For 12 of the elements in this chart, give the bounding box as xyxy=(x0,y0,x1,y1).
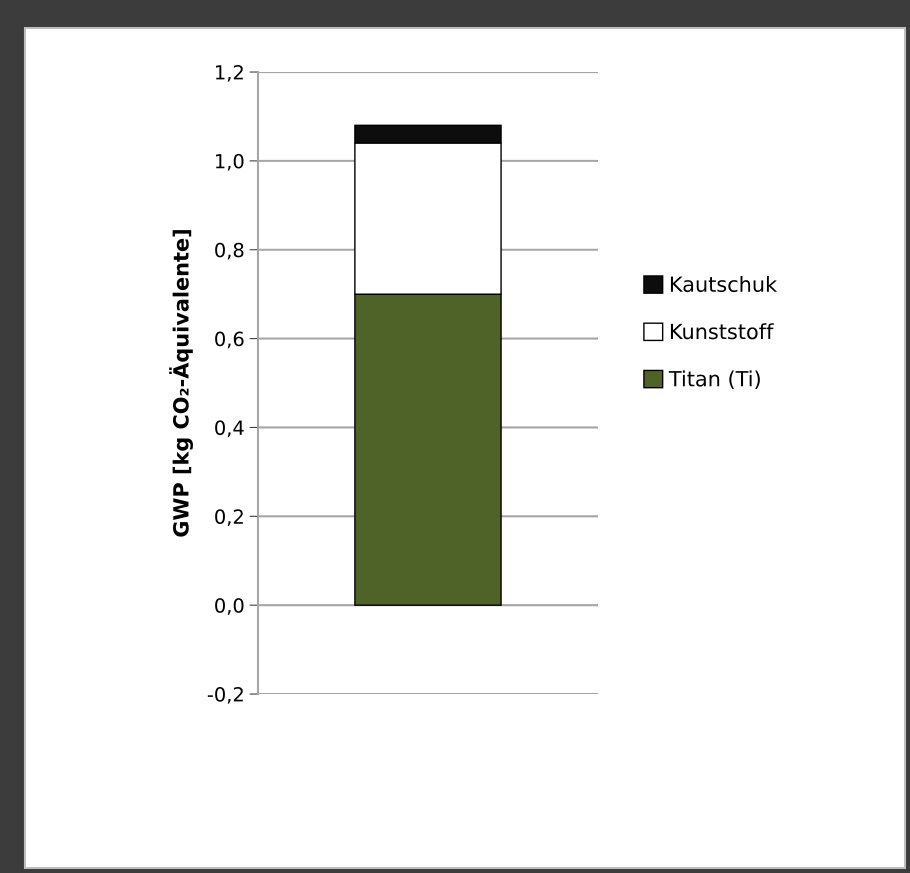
y-tick-label: 0,0 xyxy=(215,598,244,615)
y-tick-label: 1,2 xyxy=(216,64,243,82)
y-tick-label: 0,4 xyxy=(215,420,244,438)
legend-label: Kunststoff xyxy=(670,323,774,340)
y-tick-label: -0,2 xyxy=(208,686,243,704)
y-tick-label: 0,8 xyxy=(215,242,244,260)
y-tick-label: 1,0 xyxy=(216,154,244,171)
legend-label: Kautschuk xyxy=(670,276,778,292)
legend-label: Titan (Ti) xyxy=(668,370,760,390)
y-axis-title: GWP [kg CO₂-Äquivalente] xyxy=(169,230,193,537)
y-tick-label: 0,2 xyxy=(215,509,243,526)
y-tick-label: 0,6 xyxy=(215,332,244,348)
